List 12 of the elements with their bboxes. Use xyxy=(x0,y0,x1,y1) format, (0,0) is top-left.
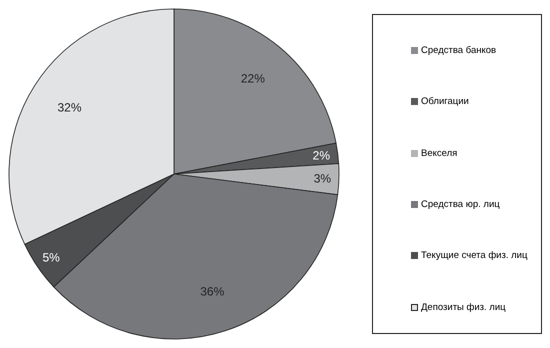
legend-label: Текущие счета физ. лиц xyxy=(421,250,528,262)
data-label: 3% xyxy=(314,172,332,186)
data-label: 36% xyxy=(200,284,225,299)
data-label: 32% xyxy=(58,100,82,115)
legend-label: Облигации xyxy=(421,96,469,108)
legend-label: Средства юр. лиц xyxy=(421,199,500,210)
legend-label: Средства банков xyxy=(421,45,496,56)
legend-label: Депозиты физ. лиц xyxy=(421,302,506,313)
legend-label: Векселя xyxy=(421,148,458,159)
data-label: 5% xyxy=(42,250,60,264)
data-label: 22% xyxy=(240,72,266,86)
data-label: 2% xyxy=(312,148,330,162)
